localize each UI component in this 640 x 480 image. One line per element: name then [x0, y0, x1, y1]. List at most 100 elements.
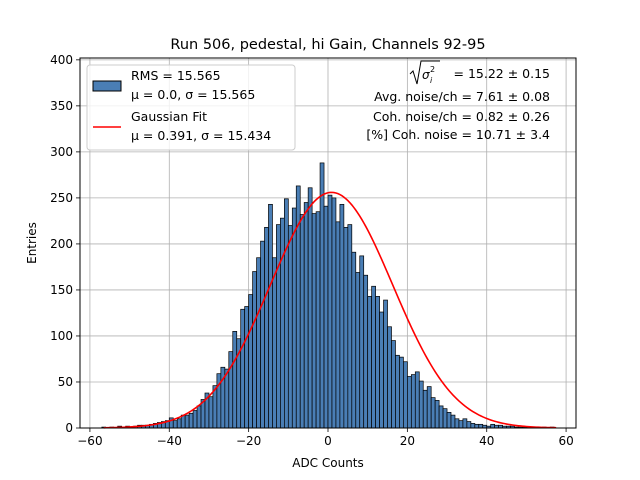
- histogram-bar: [240, 308, 246, 429]
- histogram-bar: [284, 198, 289, 429]
- y-tick-label: 400: [50, 53, 73, 67]
- x-tick-label: 0: [324, 434, 332, 448]
- histogram-bar: [422, 389, 428, 429]
- histogram-bar: [454, 418, 460, 429]
- histogram-bar: [367, 296, 372, 429]
- histogram-bar: [343, 227, 349, 429]
- histogram-bar: [434, 400, 440, 429]
- histogram-bar: [248, 294, 253, 429]
- histogram-bar: [414, 371, 420, 429]
- histogram-bar: [184, 414, 190, 429]
- x-axis-label: ADC Counts: [292, 456, 364, 470]
- histogram-bar: [347, 224, 353, 429]
- histogram-bar: [442, 408, 448, 429]
- histogram-bar: [410, 374, 416, 429]
- x-tick-label: −20: [236, 434, 261, 448]
- legend-histogram-swatch: [92, 80, 122, 92]
- y-tick-label: 150: [50, 283, 73, 297]
- histogram-bar: [395, 354, 400, 429]
- histogram-bar: [244, 306, 249, 429]
- histogram-bar: [359, 255, 365, 429]
- histogram-bar: [335, 221, 341, 429]
- histogram-bar: [375, 296, 380, 429]
- legend-histogram-label-line1: RMS = 15.565: [131, 68, 221, 83]
- histogram-bar: [232, 331, 238, 429]
- histogram-bar: [490, 423, 496, 429]
- chart-title: Run 506, pedestal, hi Gain, Channels 92-…: [170, 37, 485, 53]
- y-axis-label: Entries: [25, 222, 39, 264]
- y-tick-label: 0: [65, 421, 73, 435]
- coh-noise-annotation: Coh. noise/ch = 0.82 ± 0.26: [373, 109, 550, 124]
- histogram-bar: [208, 396, 214, 429]
- x-tick-label: −60: [77, 434, 102, 448]
- histogram-bar: [446, 412, 452, 429]
- histogram-bar: [287, 225, 293, 429]
- histogram-bar: [260, 240, 265, 429]
- y-tick-label: 100: [50, 329, 73, 343]
- histogram-bar: [403, 361, 408, 429]
- histogram-bar: [355, 272, 361, 429]
- y-tick-label: 350: [50, 99, 73, 113]
- noise-annotations: σ 2 i = 15.22 ± 0.15 Avg. noise/ch = 7.6…: [366, 60, 550, 142]
- histogram-bar: [351, 251, 357, 429]
- y-tick-label: 250: [50, 191, 73, 205]
- histogram-bar: [426, 386, 432, 429]
- x-tick-label: 40: [479, 434, 494, 448]
- histogram-bar: [272, 257, 277, 429]
- y-tick-label: 300: [50, 145, 73, 159]
- histogram-bar: [224, 368, 230, 429]
- histogram-bar: [418, 380, 424, 429]
- histogram-bar: [363, 274, 369, 429]
- legend-frame: [86, 64, 296, 151]
- x-tick-label: 20: [400, 434, 415, 448]
- histogram-bars: [101, 162, 555, 429]
- histogram-bar: [276, 224, 281, 429]
- histogram-bar: [458, 420, 464, 429]
- histogram-bar: [339, 203, 345, 429]
- histogram-bar: [188, 412, 194, 429]
- x-tick-label: 60: [558, 434, 573, 448]
- histogram-bar: [303, 202, 309, 429]
- histogram-bar: [399, 356, 404, 429]
- histogram-bar: [438, 405, 444, 429]
- pct-coh-noise-annotation: [%] Coh. noise = 10.71 ± 3.4: [366, 127, 550, 142]
- histogram-bar: [280, 217, 285, 429]
- histogram-bar: [331, 197, 337, 429]
- histogram-bar: [462, 418, 468, 429]
- histogram-bar: [474, 423, 480, 429]
- avg-noise-annotation: Avg. noise/ch = 7.61 ± 0.08: [374, 89, 550, 104]
- histogram-bar: [407, 376, 412, 429]
- histogram-bar: [172, 420, 178, 429]
- histogram-bar: [256, 257, 261, 429]
- axes: −60 −40 −20 0 20 40 60 0 50 100 150 200 250 300 350 400: [50, 53, 574, 448]
- histogram-bar: [196, 405, 202, 429]
- sqrt-sigma-symbol: σ 2 i: [409, 60, 440, 85]
- legend: RMS = 15.565 μ = 0.0, σ = 15.565 Gaussia…: [86, 64, 296, 151]
- histogram-bar: [252, 271, 257, 429]
- histogram-bar: [470, 423, 476, 429]
- histogram-bar: [264, 227, 269, 429]
- histogram-bar: [371, 285, 376, 429]
- histogram-bar: [315, 211, 321, 429]
- histogram-bar: [180, 414, 186, 429]
- histogram-bar: [307, 187, 313, 429]
- svg-text:σ: σ: [422, 68, 430, 82]
- histogram-bar: [299, 214, 305, 429]
- svg-text:i: i: [430, 76, 433, 85]
- histogram-bar: [192, 410, 198, 429]
- histogram-bar: [383, 299, 388, 429]
- histogram-bar: [311, 213, 317, 429]
- histogram-bar: [327, 194, 333, 429]
- y-tick-label: 200: [50, 237, 73, 251]
- histogram-bar: [379, 311, 384, 429]
- y-tick-label: 50: [58, 375, 73, 389]
- histogram-bar: [391, 340, 396, 429]
- histogram-bar: [450, 414, 456, 429]
- histogram-bar: [291, 207, 297, 429]
- histogram-bar: [430, 397, 436, 429]
- x-tick-label: −40: [157, 434, 182, 448]
- legend-fit-label-line1: Gaussian Fit: [131, 109, 207, 124]
- histogram-bar: [323, 205, 329, 429]
- histogram-bar: [176, 418, 182, 429]
